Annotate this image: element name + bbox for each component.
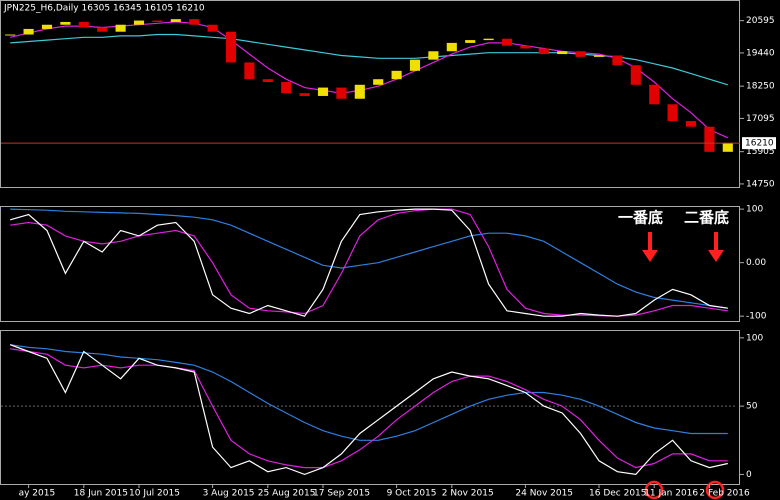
price-label-box <box>742 137 776 150</box>
x-tick-label: 10 Jul 2015 <box>129 489 180 499</box>
candle <box>133 20 145 25</box>
candle <box>685 121 697 127</box>
annotation: 一番底 <box>618 209 663 227</box>
candle <box>446 42 457 52</box>
chart-title: JPN225_H6,Daily 16305 16345 16105 16210 <box>3 4 205 14</box>
candle <box>60 21 71 25</box>
y-tick-label: 14750 <box>746 179 775 189</box>
candle <box>667 104 678 122</box>
y-tick-label: 0.00 <box>746 258 766 268</box>
candle <box>465 40 476 43</box>
x-tick-label: 3 Aug 2015 <box>203 489 255 499</box>
y-tick-label: 100 <box>746 205 763 215</box>
x-tick-label: 17 Sep 2015 <box>313 489 370 499</box>
candle <box>575 51 586 57</box>
candle <box>225 31 237 63</box>
series-line <box>10 344 728 441</box>
candle <box>630 65 641 85</box>
candle <box>299 93 310 96</box>
series-line <box>10 21 729 139</box>
y-tick-label: 20595 <box>746 16 775 26</box>
price-label: 16210 <box>745 139 774 149</box>
candle <box>520 45 531 49</box>
panel-border <box>0 206 740 322</box>
candle <box>373 79 384 85</box>
series-line <box>9 344 728 476</box>
candle <box>409 59 421 71</box>
candle <box>593 55 605 57</box>
arrow-head <box>708 250 724 262</box>
annotation: 二番底 <box>684 209 729 227</box>
y-tick-label: 18250 <box>746 82 775 92</box>
candle <box>428 51 439 60</box>
candle <box>152 20 163 22</box>
arrow-head <box>642 250 658 262</box>
candle <box>207 24 218 32</box>
candle <box>170 19 181 22</box>
candle <box>244 62 255 80</box>
x-tick-label: 2 Feb 2016 <box>699 489 750 499</box>
candle <box>23 28 34 35</box>
y-tick-label: 17095 <box>746 114 775 124</box>
candle <box>97 27 108 32</box>
arrows <box>642 232 724 262</box>
candle <box>317 87 329 96</box>
x-tick-label: 18 Jun 2015 <box>74 489 128 499</box>
x-tick-label: 25 Aug 2015 <box>258 489 316 499</box>
candle <box>115 24 126 32</box>
candle <box>5 34 16 36</box>
x-tick-label: 11 Jan 2016 <box>644 489 698 499</box>
y-tick-label: -100 <box>746 312 767 322</box>
candle <box>538 48 549 55</box>
y-tick-label: 19440 <box>746 48 775 58</box>
candle <box>262 79 273 82</box>
x-tick-label: 9 Oct 2015 <box>387 489 437 499</box>
highlight-circle <box>644 480 664 500</box>
candle <box>78 21 89 28</box>
candle <box>612 55 623 66</box>
series-line <box>10 208 728 309</box>
candle <box>189 19 200 25</box>
y-tick-label: 100 <box>746 333 763 343</box>
series-line <box>10 348 728 469</box>
y-tick-label: 50 <box>746 402 758 412</box>
series-line <box>10 208 728 317</box>
candle <box>281 81 292 94</box>
panel-border <box>0 330 740 485</box>
candle <box>483 38 494 41</box>
candle <box>722 143 733 152</box>
highlight-circle <box>705 480 725 500</box>
candle <box>391 70 402 80</box>
candle <box>557 51 568 55</box>
x-tick-label: ay 2015 <box>19 489 56 499</box>
x-tick-label: 24 Nov 2015 <box>515 489 573 499</box>
x-tick-label: 2 Nov 2015 <box>442 489 494 499</box>
y-tick-label: 0 <box>746 470 752 480</box>
candle <box>649 84 660 105</box>
panel-border <box>0 0 740 188</box>
candle <box>501 38 513 46</box>
candle <box>336 87 347 99</box>
y-tick-label: 15905 <box>746 147 775 157</box>
candle <box>41 24 53 29</box>
x-tick-label: 16 Dec 2015 <box>589 489 647 499</box>
candle <box>704 126 715 152</box>
candle <box>354 84 365 99</box>
